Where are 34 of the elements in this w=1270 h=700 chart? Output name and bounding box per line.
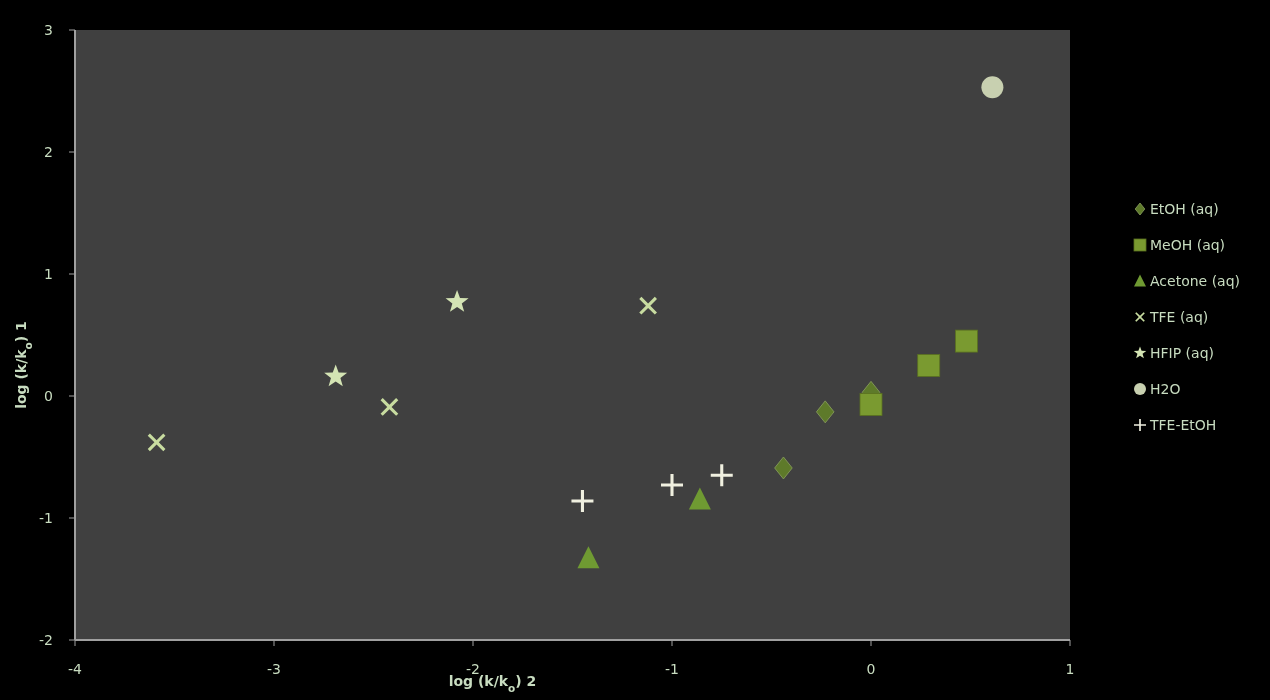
y-tick-label: -1 xyxy=(39,510,53,526)
point xyxy=(661,474,683,497)
point xyxy=(147,433,166,452)
point xyxy=(981,76,1004,99)
point xyxy=(324,364,348,387)
legend-label: TFE-EtOH xyxy=(1149,417,1217,433)
point xyxy=(577,546,600,569)
point xyxy=(774,456,793,480)
point xyxy=(710,464,733,487)
point xyxy=(917,354,941,377)
point xyxy=(688,487,711,510)
point xyxy=(445,289,469,312)
y-tick-label: 3 xyxy=(44,22,53,38)
x-tick-label: -3 xyxy=(267,661,281,677)
point xyxy=(380,398,399,416)
y-tick-label: 0 xyxy=(44,388,53,404)
x-tick-label: 0 xyxy=(866,661,876,677)
legend-label: HFIP (aq) xyxy=(1150,345,1214,361)
point xyxy=(955,329,978,353)
y-tick-label: -2 xyxy=(39,632,53,648)
x-tick-label: -4 xyxy=(68,661,83,677)
point xyxy=(639,296,657,315)
x-tick-label: 1 xyxy=(1065,661,1075,677)
legend-label: EtOH (aq) xyxy=(1150,201,1219,217)
y-tick-label: 1 xyxy=(44,266,53,282)
point xyxy=(816,400,835,424)
legend-label: Acetone (aq) xyxy=(1150,273,1241,289)
legend-label: MeOH (aq) xyxy=(1150,237,1226,253)
legend-label: H2O xyxy=(1150,381,1181,397)
y-tick-label: 2 xyxy=(44,144,53,160)
point xyxy=(571,489,594,512)
x-tick-label: -1 xyxy=(665,661,679,677)
point xyxy=(859,393,883,416)
legend-label: TFE (aq) xyxy=(1149,309,1209,325)
